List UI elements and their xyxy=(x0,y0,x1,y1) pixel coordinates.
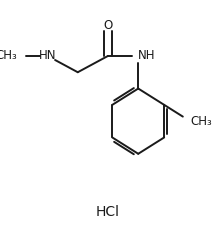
Text: O: O xyxy=(103,19,113,32)
Text: NH: NH xyxy=(138,49,156,62)
Text: HN: HN xyxy=(39,49,56,62)
Text: HCl: HCl xyxy=(96,205,120,219)
Text: CH₃: CH₃ xyxy=(0,49,17,62)
Text: CH₃: CH₃ xyxy=(190,115,212,128)
